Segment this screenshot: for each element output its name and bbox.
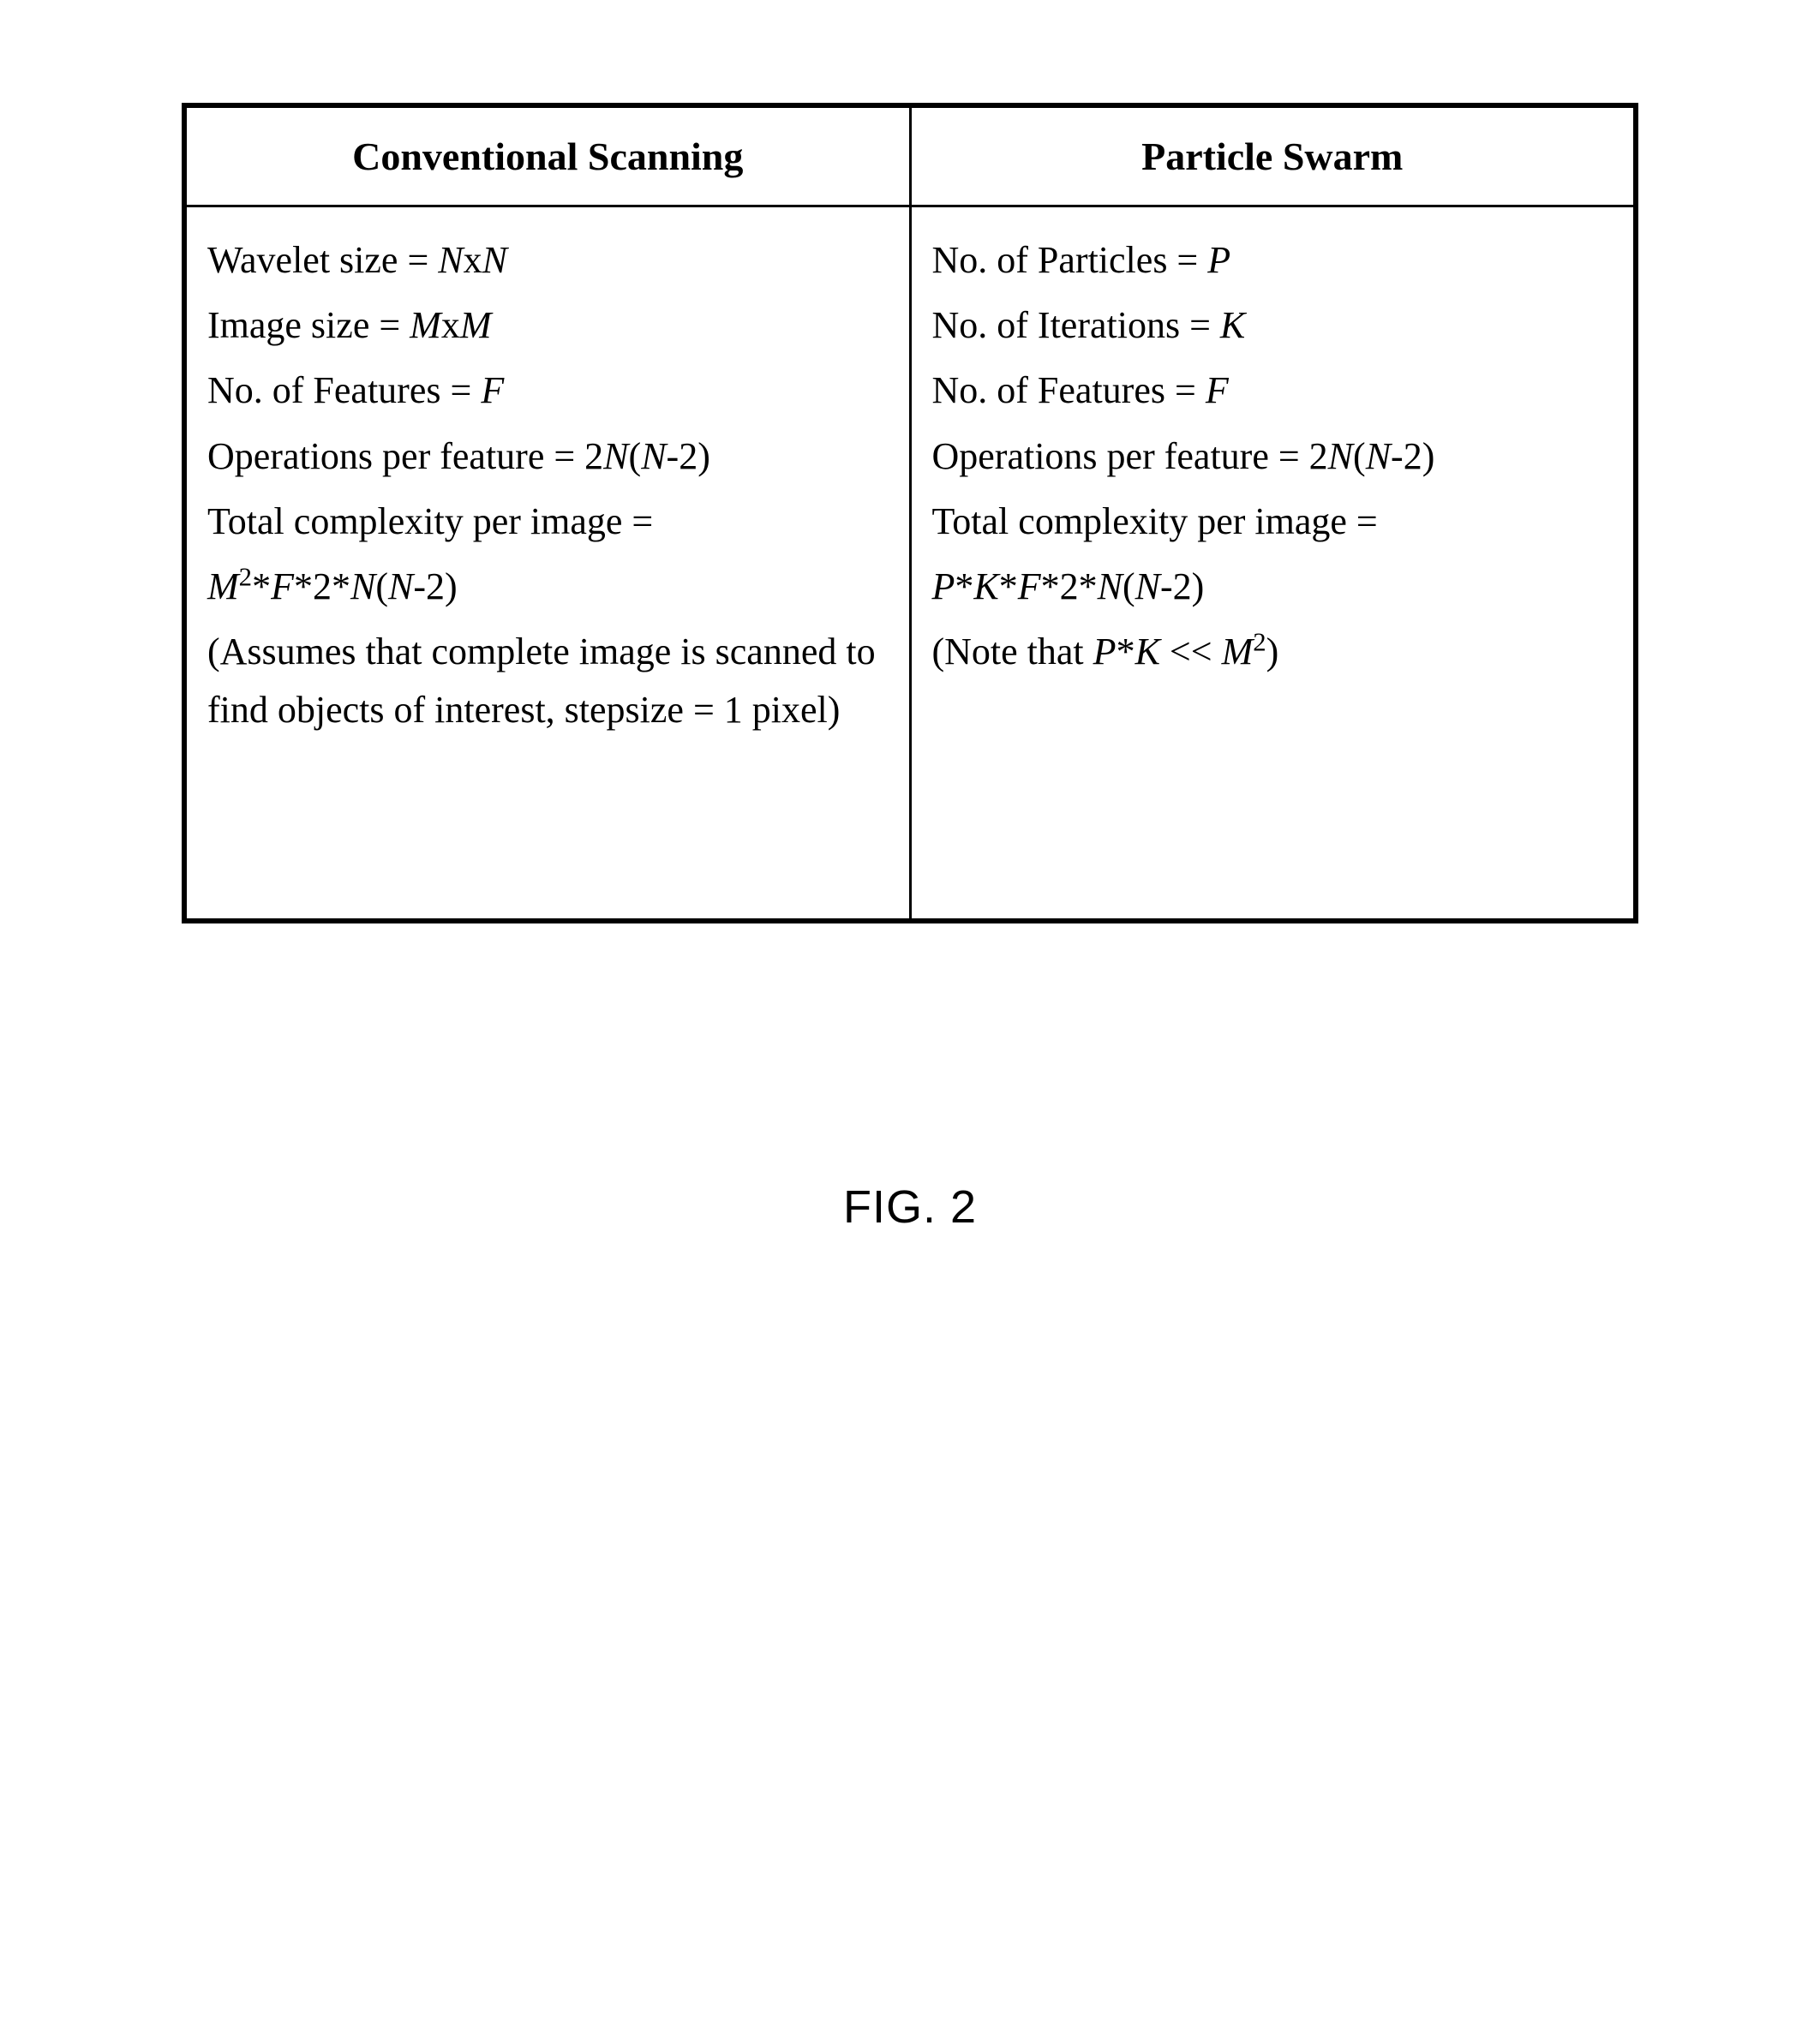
ps-iterations: No. of Iterations = K bbox=[932, 296, 1613, 355]
var-K: K bbox=[1135, 631, 1160, 672]
text: x bbox=[441, 304, 460, 346]
text: ( bbox=[629, 435, 642, 477]
conv-features: No. of Features = F bbox=[207, 362, 889, 420]
header-conventional: Conventional Scanning bbox=[184, 105, 910, 206]
text: ( bbox=[1123, 565, 1135, 607]
text: -2) bbox=[667, 435, 710, 477]
text: * bbox=[252, 565, 271, 607]
text: * bbox=[955, 565, 973, 607]
var-F: F bbox=[1206, 369, 1229, 411]
ps-total-label: Total complexity per image = bbox=[932, 493, 1613, 551]
var-K: K bbox=[1220, 304, 1245, 346]
var-P: P bbox=[1207, 239, 1230, 281]
cell-conventional: Wavelet size = NxN Image size = MxM No. … bbox=[184, 206, 910, 921]
text: -2) bbox=[413, 565, 457, 607]
var-N: N bbox=[1366, 435, 1391, 477]
text: ( bbox=[1353, 435, 1366, 477]
text: No. of Features = bbox=[932, 369, 1206, 411]
ps-particles: No. of Particles = P bbox=[932, 231, 1613, 290]
ps-total-formula: P*K*F*2*N(N-2) bbox=[932, 558, 1613, 616]
var-N: N bbox=[482, 239, 507, 281]
text: No. of Particles = bbox=[932, 239, 1208, 281]
ps-ops-per-feature: Operations per feature = 2N(N-2) bbox=[932, 427, 1613, 486]
table-header-row: Conventional Scanning Particle Swarm bbox=[184, 105, 1636, 206]
ps-features: No. of Features = F bbox=[932, 362, 1613, 420]
text: *2* bbox=[1041, 565, 1098, 607]
table-body-row: Wavelet size = NxN Image size = MxM No. … bbox=[184, 206, 1636, 921]
conv-ops-per-feature: Operations per feature = 2N(N-2) bbox=[207, 427, 889, 486]
figure-caption: FIG. 2 bbox=[103, 1180, 1717, 1234]
conv-note: (Assumes that complete image is scanned … bbox=[207, 623, 889, 739]
text: No. of Iterations = bbox=[932, 304, 1220, 346]
var-N: N bbox=[641, 435, 666, 477]
text: Image size = bbox=[207, 304, 410, 346]
text: * bbox=[1117, 631, 1135, 672]
text: x bbox=[464, 239, 482, 281]
text: << bbox=[1160, 631, 1222, 672]
var-K: K bbox=[973, 565, 998, 607]
text: Operations per feature = 2 bbox=[207, 435, 603, 477]
var-N: N bbox=[603, 435, 628, 477]
header-particle-swarm: Particle Swarm bbox=[910, 105, 1636, 206]
text: * bbox=[999, 565, 1018, 607]
conv-total-formula: M2*F*2*N(N-2) bbox=[207, 558, 889, 616]
var-F: F bbox=[1018, 565, 1041, 607]
table-container: Conventional Scanning Particle Swarm Wav… bbox=[103, 103, 1717, 923]
text: *2* bbox=[294, 565, 350, 607]
text: ( bbox=[375, 565, 388, 607]
var-M: M bbox=[460, 304, 492, 346]
var-N: N bbox=[1328, 435, 1353, 477]
var-M: M bbox=[1222, 631, 1254, 672]
text: -2) bbox=[1160, 565, 1204, 607]
var-P: P bbox=[1093, 631, 1117, 672]
cell-particle-swarm: No. of Particles = P No. of Iterations =… bbox=[910, 206, 1636, 921]
var-M: M bbox=[207, 565, 239, 607]
var-N: N bbox=[388, 565, 413, 607]
var-N: N bbox=[1098, 565, 1123, 607]
sup-2: 2 bbox=[1253, 627, 1266, 656]
text: (Note that bbox=[932, 631, 1093, 672]
text: -2) bbox=[1391, 435, 1434, 477]
var-M: M bbox=[410, 304, 441, 346]
var-N: N bbox=[350, 565, 375, 607]
conv-wavelet-size: Wavelet size = NxN bbox=[207, 231, 889, 290]
var-F: F bbox=[481, 369, 504, 411]
ps-note: (Note that P*K << M2) bbox=[932, 623, 1613, 681]
text: Wavelet size = bbox=[207, 239, 438, 281]
sup-2: 2 bbox=[239, 562, 252, 591]
conv-total-label: Total complexity per image = bbox=[207, 493, 889, 551]
comparison-table: Conventional Scanning Particle Swarm Wav… bbox=[182, 103, 1638, 923]
text: No. of Features = bbox=[207, 369, 481, 411]
var-P: P bbox=[932, 565, 955, 607]
text: ) bbox=[1266, 631, 1279, 672]
var-N: N bbox=[1135, 565, 1160, 607]
var-F: F bbox=[271, 565, 294, 607]
text: Operations per feature = 2 bbox=[932, 435, 1328, 477]
var-N: N bbox=[438, 239, 463, 281]
conv-image-size: Image size = MxM bbox=[207, 296, 889, 355]
